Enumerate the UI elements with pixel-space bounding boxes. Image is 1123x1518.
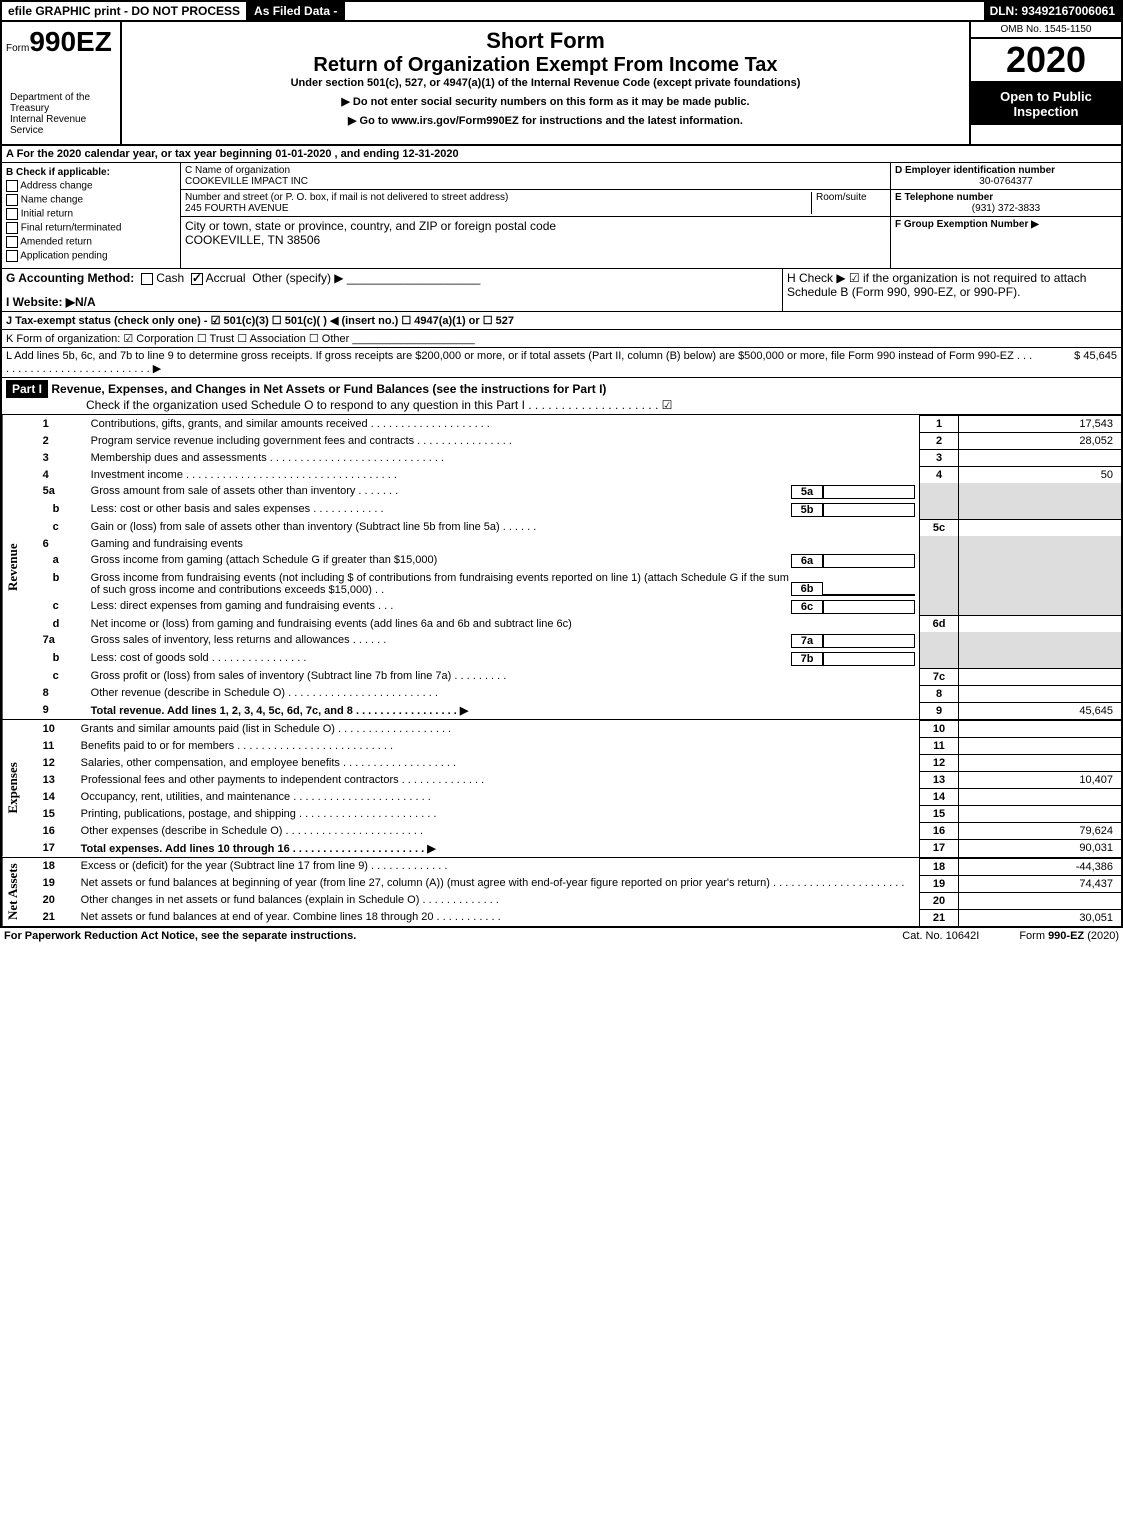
section-d-col: D Employer identification number 30-0764… xyxy=(890,163,1121,268)
check-final-return[interactable]: Final return/terminated xyxy=(6,222,176,234)
room-label: Room/suite xyxy=(811,192,886,214)
form-number-box: Form990EZ Department of the Treasury Int… xyxy=(2,22,122,144)
department-label: Department of the Treasury Internal Reve… xyxy=(6,88,116,140)
l-amount: $ 45,645 xyxy=(1037,350,1117,375)
omb-number: OMB No. 1545-1150 xyxy=(971,22,1121,39)
section-i: I Website: ▶N/A xyxy=(6,295,96,309)
revenue-table: 1Contributions, gifts, grants, and simil… xyxy=(25,415,1121,719)
ein-value: 30-0764377 xyxy=(895,176,1117,187)
section-b-label: B Check if applicable: xyxy=(6,167,176,178)
title-area: Short Form Return of Organization Exempt… xyxy=(122,22,969,144)
as-filed-label: As Filed Data - xyxy=(248,2,345,20)
footer-left: For Paperwork Reduction Act Notice, see … xyxy=(4,930,356,942)
f-label: F Group Exemption Number ▶ xyxy=(895,219,1039,230)
check-application-pending[interactable]: Application pending xyxy=(6,250,176,262)
g-label: G Accounting Method: xyxy=(6,271,134,285)
check-accrual[interactable] xyxy=(191,273,203,285)
part-1-label: Part I xyxy=(6,380,48,398)
e-label: E Telephone number xyxy=(895,192,1117,203)
part-1-check: Check if the organization used Schedule … xyxy=(6,398,1117,412)
section-h: H Check ▶ ☑ if the organization is not r… xyxy=(782,269,1121,311)
instruction-1: ▶ Do not enter social security numbers o… xyxy=(128,95,963,108)
footer-mid: Cat. No. 10642I xyxy=(902,930,979,942)
org-addr: 245 FOURTH AVENUE xyxy=(185,203,811,214)
bcd-row: B Check if applicable: Address change Na… xyxy=(2,163,1121,268)
right-meta-box: OMB No. 1545-1150 2020 Open to Public In… xyxy=(969,22,1121,144)
part-1-title: Revenue, Expenses, and Changes in Net As… xyxy=(51,382,606,396)
form-title-box: Form990EZ Department of the Treasury Int… xyxy=(0,22,1123,146)
open-to-public: Open to Public Inspection xyxy=(971,83,1121,125)
expenses-side-label: Expenses xyxy=(2,720,25,857)
org-name-row: C Name of organization COOKEVILLE IMPACT… xyxy=(181,163,890,190)
expenses-section: Expenses 10Grants and similar amounts pa… xyxy=(2,719,1121,857)
check-address-change[interactable]: Address change xyxy=(6,180,176,192)
dln-label: DLN: 93492167006061 xyxy=(984,2,1121,20)
section-k: K Form of organization: ☑ Corporation ☐ … xyxy=(2,329,1121,347)
revenue-side-label: Revenue xyxy=(2,415,25,719)
org-city: COOKEVILLE, TN 38506 xyxy=(185,233,886,247)
page-footer: For Paperwork Reduction Act Notice, see … xyxy=(0,928,1123,944)
org-addr-row: Number and street (or P. O. box, if mail… xyxy=(181,190,890,217)
check-cash[interactable] xyxy=(141,273,153,285)
revenue-section: Revenue 1Contributions, gifts, grants, a… xyxy=(2,414,1121,719)
f-group-box: F Group Exemption Number ▶ xyxy=(891,217,1121,232)
section-a-text: A For the 2020 calendar year, or tax yea… xyxy=(2,146,1121,163)
netassets-section: Net Assets 18Excess or (deficit) for the… xyxy=(2,857,1121,926)
instruction-2[interactable]: ▶ Go to www.irs.gov/Form990EZ for instru… xyxy=(128,114,963,127)
expenses-table: 10Grants and similar amounts paid (list … xyxy=(25,720,1121,857)
d-ein-box: D Employer identification number 30-0764… xyxy=(891,163,1121,190)
efile-label: efile GRAPHIC print - DO NOT PROCESS xyxy=(2,2,248,20)
d-label: D Employer identification number xyxy=(895,165,1117,176)
form-number: 990EZ xyxy=(29,26,112,57)
l-text: L Add lines 5b, 6c, and 7b to line 9 to … xyxy=(6,350,1037,375)
form-prefix: Form xyxy=(6,43,29,54)
check-initial-return[interactable]: Initial return xyxy=(6,208,176,220)
under-section-label: Under section 501(c), 527, or 4947(a)(1)… xyxy=(128,77,963,89)
section-g: G Accounting Method: Cash Accrual Other … xyxy=(2,269,782,311)
section-c-col: C Name of organization COOKEVILLE IMPACT… xyxy=(181,163,890,268)
addr-label: Number and street (or P. O. box, if mail… xyxy=(185,192,811,203)
c-label: C Name of organization xyxy=(185,165,886,176)
efile-header-bar: efile GRAPHIC print - DO NOT PROCESS As … xyxy=(0,0,1123,22)
netassets-side-label: Net Assets xyxy=(2,858,25,926)
short-form-label: Short Form xyxy=(128,28,963,54)
org-name: COOKEVILLE IMPACT INC xyxy=(185,176,886,187)
e-phone-box: E Telephone number (931) 372-3833 xyxy=(891,190,1121,217)
section-j: J Tax-exempt status (check only one) - ☑… xyxy=(2,311,1121,329)
gh-row: G Accounting Method: Cash Accrual Other … xyxy=(2,268,1121,311)
check-name-change[interactable]: Name change xyxy=(6,194,176,206)
netassets-table: 18Excess or (deficit) for the year (Subt… xyxy=(25,858,1121,926)
section-a: A For the 2020 calendar year, or tax yea… xyxy=(0,146,1123,928)
return-title: Return of Organization Exempt From Incom… xyxy=(128,54,963,77)
org-city-row: City or town, state or province, country… xyxy=(181,217,890,249)
phone-value: (931) 372-3833 xyxy=(895,203,1117,214)
section-b-col: B Check if applicable: Address change Na… xyxy=(2,163,181,268)
section-l: L Add lines 5b, 6c, and 7b to line 9 to … xyxy=(2,347,1121,377)
footer-right: Form 990-EZ (2020) xyxy=(1019,930,1119,942)
city-label: City or town, state or province, country… xyxy=(185,219,886,233)
part-1-header: Part I Revenue, Expenses, and Changes in… xyxy=(2,377,1121,414)
tax-year: 2020 xyxy=(971,39,1121,83)
check-amended-return[interactable]: Amended return xyxy=(6,236,176,248)
